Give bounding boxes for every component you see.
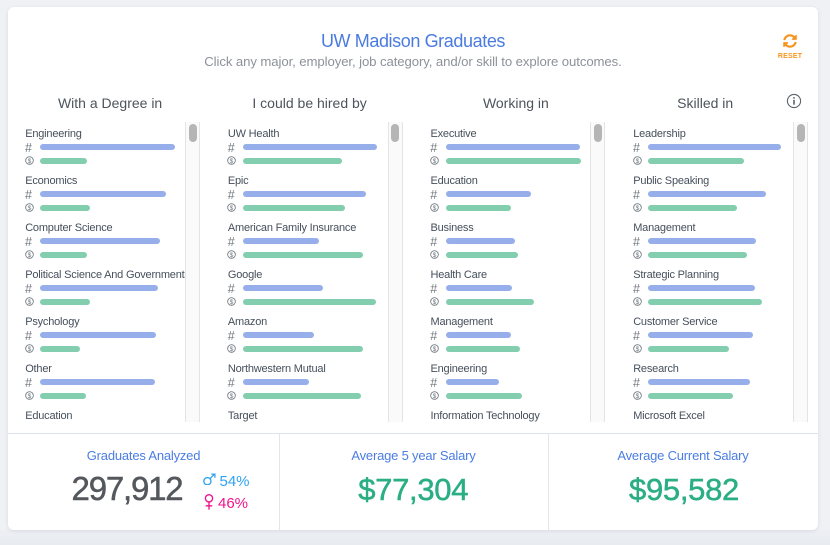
svg-text:$: $ <box>433 158 437 165</box>
svg-text:$: $ <box>230 205 234 212</box>
svg-text:$: $ <box>27 205 31 212</box>
svg-text:$: $ <box>27 158 31 165</box>
svg-text:$: $ <box>230 346 234 353</box>
svg-text:$: $ <box>433 252 437 259</box>
svg-text:$: $ <box>635 346 639 353</box>
svg-text:$: $ <box>433 393 437 400</box>
svg-text:$: $ <box>27 252 31 259</box>
svg-text:$: $ <box>635 393 639 400</box>
svg-text:$: $ <box>230 299 234 306</box>
svg-text:$: $ <box>635 158 639 165</box>
svg-text:$: $ <box>635 299 639 306</box>
svg-text:$: $ <box>635 252 639 259</box>
svg-text:$: $ <box>635 205 639 212</box>
svg-text:$: $ <box>27 346 31 353</box>
svg-text:$: $ <box>230 252 234 259</box>
svg-text:$: $ <box>27 393 31 400</box>
svg-text:$: $ <box>230 158 234 165</box>
svg-text:$: $ <box>433 299 437 306</box>
svg-text:$: $ <box>230 393 234 400</box>
svg-text:$: $ <box>433 205 437 212</box>
svg-text:$: $ <box>27 299 31 306</box>
svg-text:$: $ <box>433 346 437 353</box>
